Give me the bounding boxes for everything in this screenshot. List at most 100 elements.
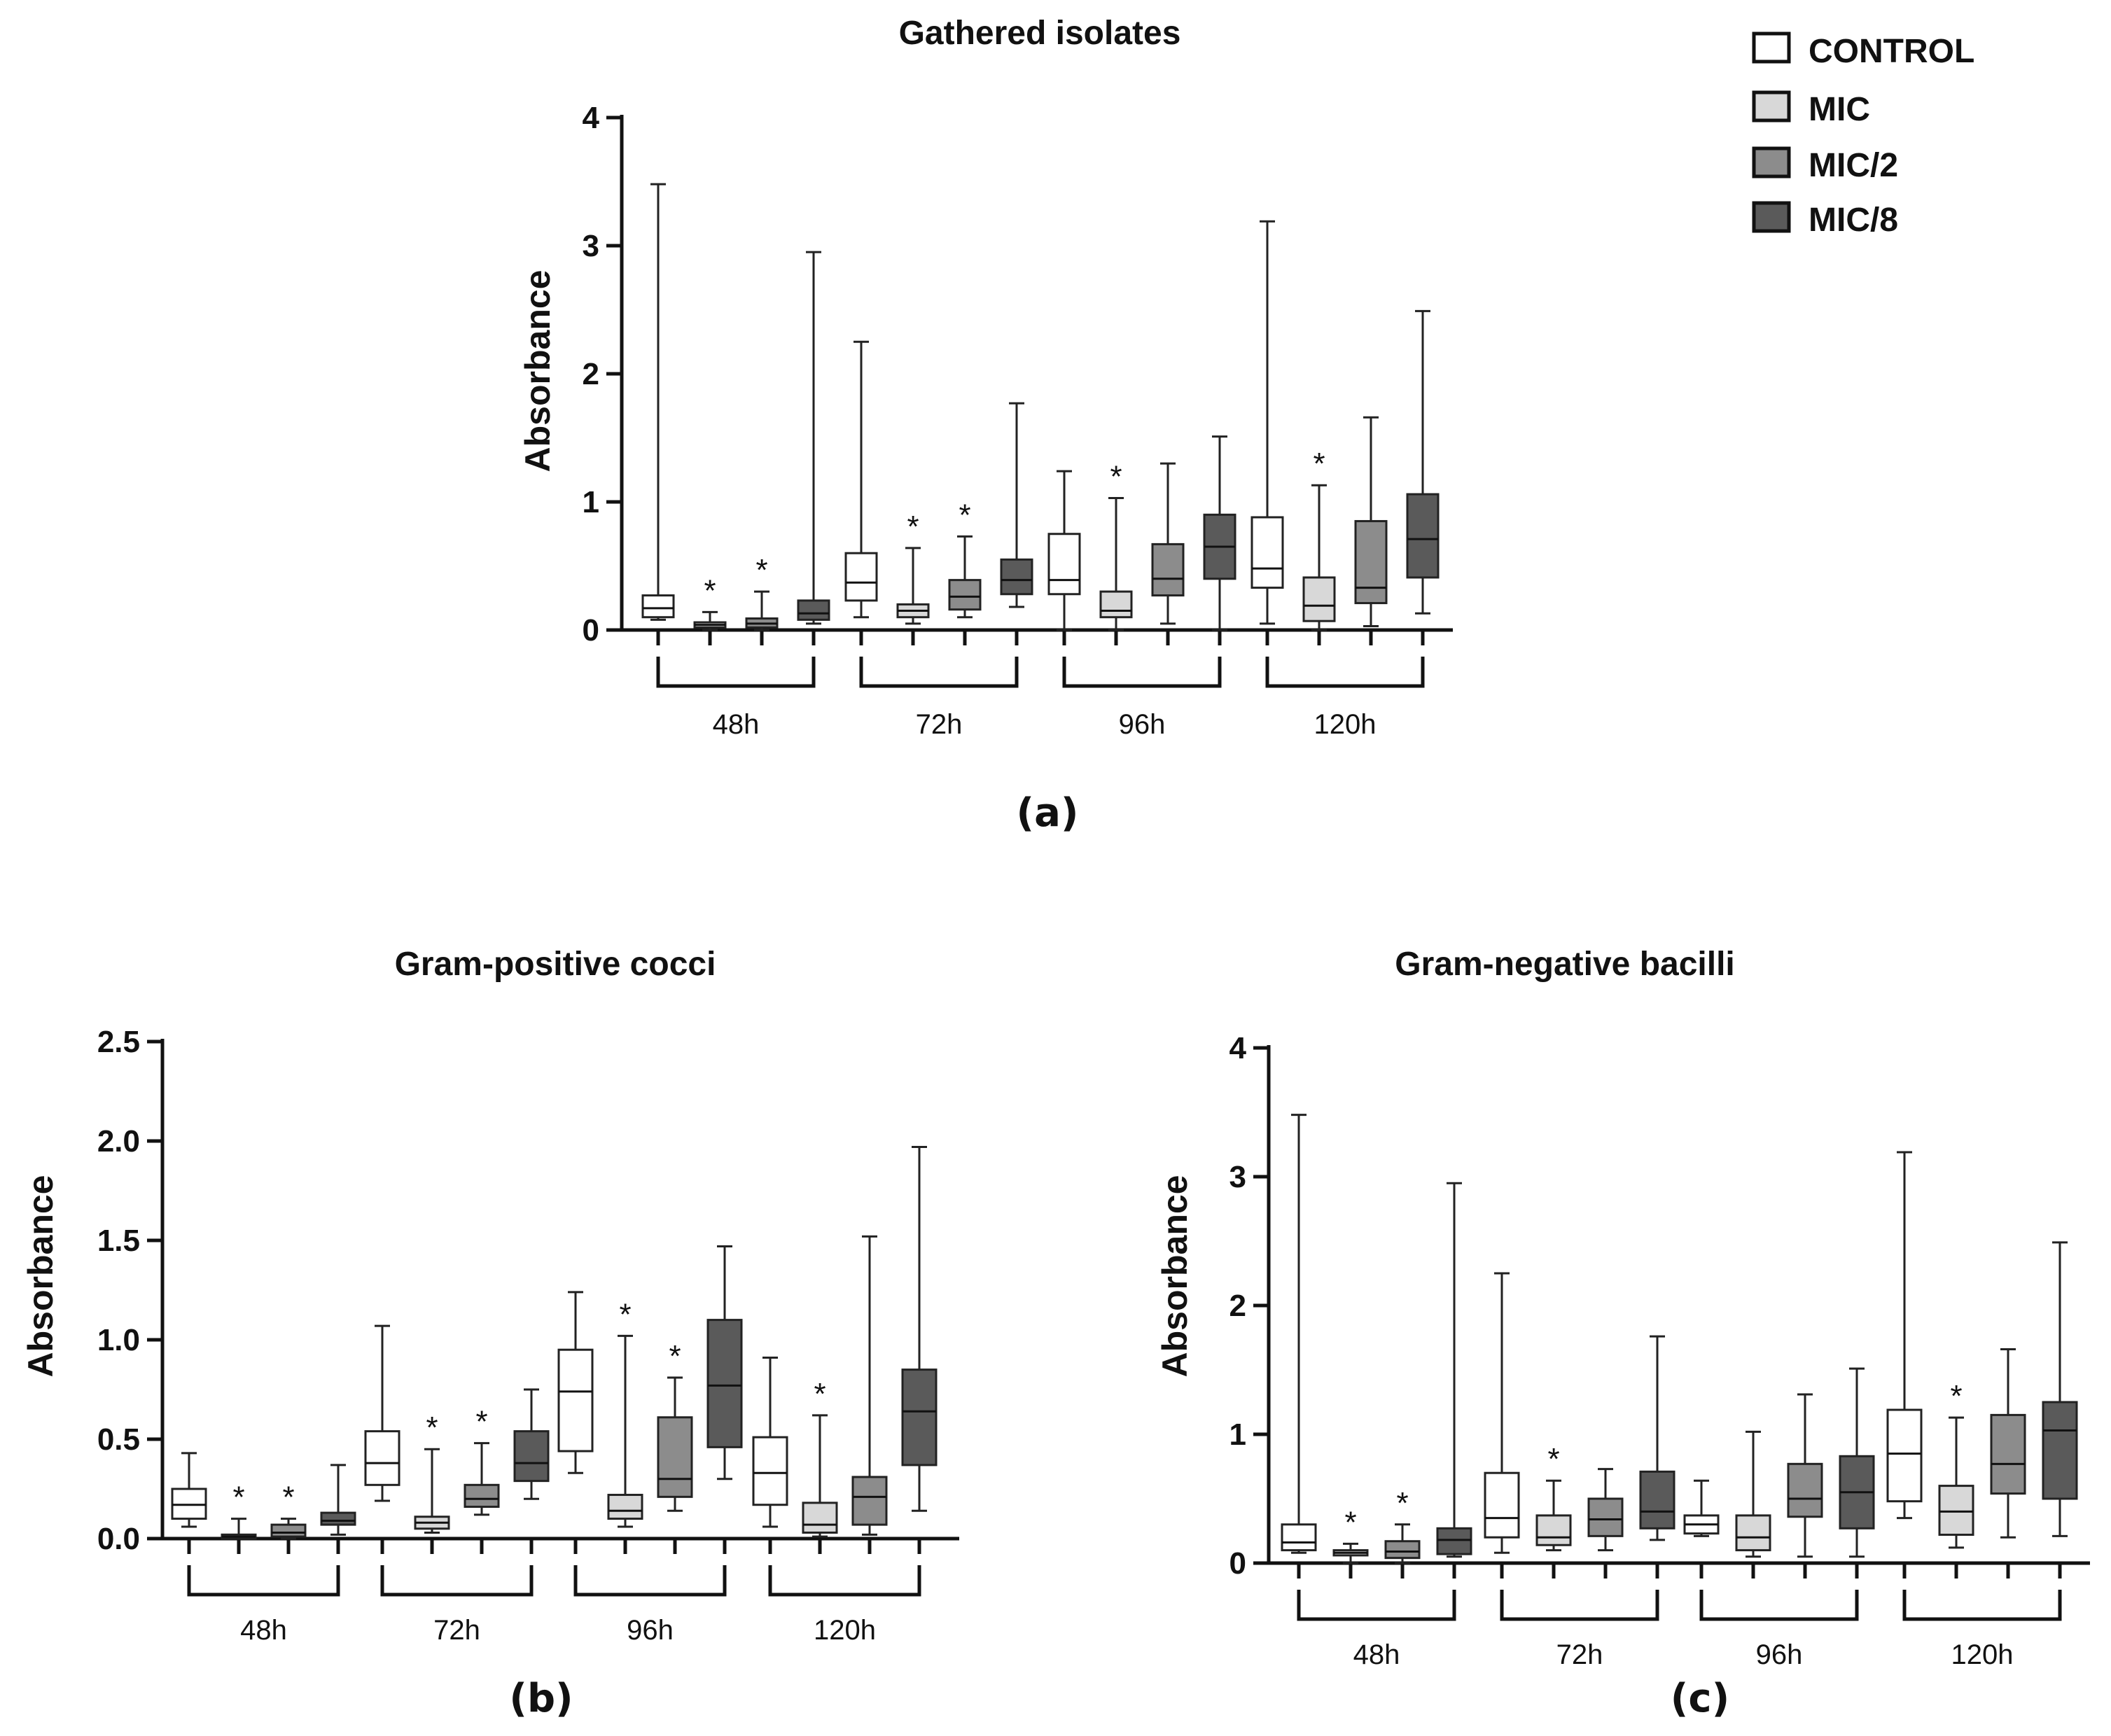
box-iqr [752,1436,788,1506]
box-a-48h-mic: * [693,573,727,645]
box-b-120h-mic-2 [851,1235,888,1554]
legend-label-control: CONTROL [1809,33,1974,70]
y-tick-label-a: 0 [583,613,599,648]
group-label-b-48h: 48h [240,1615,287,1646]
chart-panel-c: Gram-negative bacilli Absorbance (c) 012… [1155,946,2090,1721]
box-b-48h-mic-8 [320,1464,356,1554]
box-c-72h-mic: * [1535,1442,1572,1578]
box-a-48h-mic-8 [797,251,830,645]
box-c-48h-mic-2: * [1384,1486,1421,1578]
significance-marker: * [426,1410,438,1445]
legend-swatch-mic [1752,90,1791,122]
significance-marker: * [1396,1486,1408,1520]
y-tick-label-b: 1.5 [97,1224,140,1258]
box-c-96h-mic-2 [1787,1393,1823,1578]
legend-item-mic-8: MIC/8 [1752,201,1898,239]
box-c-96h-mic [1735,1430,1771,1578]
group-bracket-a [656,657,816,688]
box-c-120h-mic-8 [2042,1241,2078,1578]
box-iqr [706,1319,743,1448]
box-iqr [1886,1408,1923,1503]
box-b-48h-mic-2: * [270,1480,307,1554]
chart-panel-b: Gram-positive cocci Absorbance (b) 0.0 0.… [21,946,959,1721]
box-b-96h-mic-2: * [657,1339,693,1554]
box-iqr [948,579,982,611]
box-a-120h-mic-2 [1354,416,1388,645]
box-a-96h-mic-8 [1203,435,1236,645]
legend-item-control: CONTROL [1752,31,1974,70]
group-label-c-120h: 120h [1951,1639,2014,1670]
y-tick-label-b: 0.5 [97,1422,140,1457]
box-iqr [1384,1540,1421,1560]
group-bracket-c [1902,1590,2062,1621]
box-b-72h-mic-2: * [464,1405,500,1554]
box-c-48h-mic-8 [1436,1182,1472,1578]
significance-marker: * [907,510,919,544]
box-c-96h-mic-8 [1839,1367,1875,1578]
significance-marker: * [814,1377,825,1411]
legend-label-mic-2: MIC/2 [1809,147,1898,184]
box-iqr [797,599,830,621]
panel-label-c: (c) [1671,1676,1729,1721]
group-label-a-72h: 72h [916,709,963,740]
box-b-120h-mic: * [802,1377,838,1554]
box-a-96h-control [1047,470,1081,645]
box-iqr [901,1368,938,1466]
group-label-a-48h: 48h [713,709,760,740]
significance-marker: * [1313,447,1325,481]
significance-marker: * [475,1405,487,1439]
box-a-48h-mic-2: * [745,553,779,645]
box-iqr [1047,533,1081,596]
group-bracket-b [573,1565,727,1597]
box-b-96h-control [557,1291,594,1554]
box-a-72h-mic-2: * [948,498,982,645]
box-c-120h-mic: * [1938,1379,1974,1578]
legend: CONTROL MIC MIC/2 MIC/8 [1752,31,1974,239]
significance-marker: * [959,498,970,532]
box-a-72h-control [844,340,878,645]
box-c-120h-mic-2 [1990,1348,2026,1578]
box-iqr [364,1430,400,1486]
panel-label-a: (a) [1017,790,1079,836]
box-c-48h-control [1281,1114,1317,1578]
box-a-96h-mic: * [1099,460,1133,645]
group-bracket-b [187,1565,340,1597]
significance-marker: * [1547,1442,1559,1476]
y-tick-label-a: 1 [583,485,599,519]
box-a-120h-control [1250,220,1284,645]
legend-label-mic-8: MIC/8 [1809,202,1898,239]
legend-item-mic: MIC [1752,90,1870,128]
group-bracket-a [859,657,1019,688]
y-tick-label-b: 2.5 [97,1025,140,1059]
box-iqr [844,552,878,602]
y-tick-label-a: 3 [583,229,599,263]
legend-swatch-mic-8 [1752,201,1791,233]
group-bracket-b [380,1565,534,1597]
box-b-48h-control [171,1452,207,1554]
box-iqr [1787,1462,1823,1518]
group-label-b-96h: 96h [627,1615,674,1646]
box-a-48h-control [641,183,675,645]
box-iqr [557,1348,594,1452]
group-bracket-c [1699,1590,1859,1621]
box-b-96h-mic: * [607,1297,643,1554]
group-bracket-a [1062,657,1222,688]
box-iqr [851,1476,888,1526]
box-a-72h-mic: * [896,510,930,645]
box-b-72h-mic: * [414,1410,450,1554]
y-tick-label-b: 2.0 [97,1124,140,1158]
y-tick-label-c: 0 [1229,1546,1246,1581]
group-bracket-c [1297,1590,1456,1621]
box-c-72h-mic-8 [1639,1335,1675,1578]
y-tick-label-c: 4 [1229,1031,1247,1065]
box-iqr [464,1483,500,1508]
box-iqr [607,1494,643,1520]
box-iqr [1484,1471,1520,1539]
chart-panel-a: Gathered isolates Absorbance (a) 0 1 2 3 4 48… [518,15,1453,836]
group-label-c-96h: 96h [1756,1639,1803,1670]
chart-title-b: Gram-positive cocci [395,946,716,983]
legend-label-mic: MIC [1809,91,1870,128]
significance-marker: * [1344,1505,1356,1539]
box-a-120h-mic: * [1302,447,1336,645]
